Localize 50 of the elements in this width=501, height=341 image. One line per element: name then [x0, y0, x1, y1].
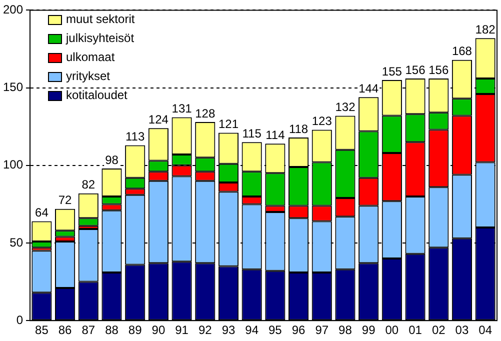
total-label: 115	[242, 126, 262, 140]
total-label: 155	[382, 64, 402, 78]
x-tick-label: 89	[128, 323, 142, 338]
x-tick-label: 87	[82, 323, 96, 338]
total-label: 128	[195, 106, 216, 120]
total-label: 121	[218, 117, 239, 132]
total-label: 124	[148, 112, 169, 126]
legend-label: julkisyhteisöt	[66, 30, 134, 47]
x-tick-label: 90	[152, 323, 166, 338]
x-tick-label: 03	[455, 323, 469, 338]
y-tick-label: 100	[2, 158, 24, 172]
legend-label: muut sektorit	[66, 11, 135, 28]
total-label: 132	[335, 100, 356, 114]
total-label: 72	[58, 193, 72, 208]
y-tick-label: 0	[16, 312, 24, 327]
legend-label: kotitaloudet	[66, 87, 128, 104]
y-tick-label: 150	[2, 80, 24, 94]
total-label: 118	[288, 122, 308, 136]
total-label: 98	[105, 152, 119, 167]
x-tick-label: 00	[385, 323, 399, 338]
total-label: 131	[172, 102, 192, 116]
x-tick-label: 99	[362, 323, 376, 338]
x-tick-label: 91	[175, 323, 189, 338]
x-tick-label: 96	[292, 323, 306, 338]
total-label: 182	[475, 22, 496, 36]
total-label: 64	[35, 206, 49, 220]
x-tick-label: 02	[432, 323, 446, 338]
total-label: 82	[82, 178, 96, 192]
total-label: 123	[312, 114, 332, 128]
x-tick-label: 86	[58, 323, 72, 338]
y-tick-label: 50	[10, 235, 24, 250]
total-label: 114	[266, 128, 286, 142]
total-label: 156	[405, 62, 426, 77]
legend-label: yritykset	[66, 68, 110, 85]
total-label: 168	[452, 44, 472, 58]
x-tick-label: 01	[408, 323, 422, 338]
total-label: 113	[126, 130, 145, 144]
x-tick-label: 04	[478, 323, 492, 338]
total-label: 156	[428, 62, 449, 77]
x-tick-label: 95	[268, 323, 282, 338]
y-tick-label: 200	[2, 2, 24, 17]
x-tick-label: 92	[198, 323, 212, 338]
x-tick-label: 94	[245, 323, 259, 338]
x-tick-label: 97	[315, 323, 329, 338]
legend-label: ulkomaat	[66, 49, 115, 66]
x-tick-label: 98	[338, 323, 352, 338]
x-tick-label: 85	[35, 323, 49, 338]
total-label: 144	[358, 81, 379, 96]
x-tick-label: 88	[105, 323, 119, 338]
x-tick-label: 93	[222, 323, 236, 338]
